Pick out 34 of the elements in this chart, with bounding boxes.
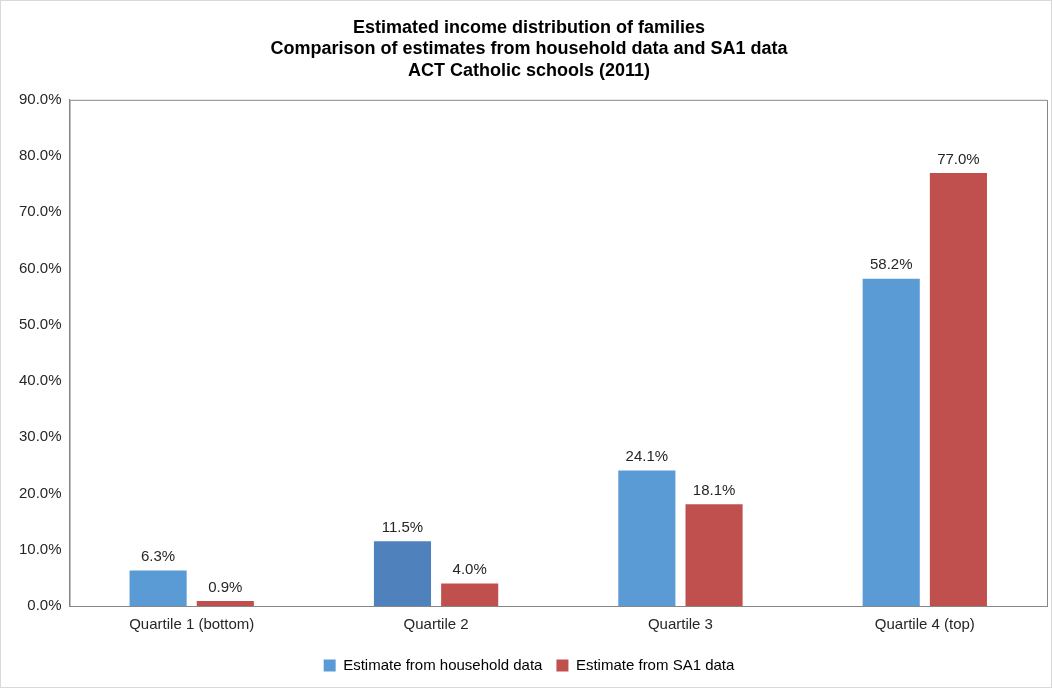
y-tick-label: 50.0% [18,314,62,332]
data-label: 24.1% [625,447,669,465]
legend-label: Estimate from household data [343,655,544,673]
bar [862,278,920,606]
y-tick-label: 20.0% [18,483,62,501]
data-label: 6.3% [141,547,176,565]
data-label: 58.2% [869,255,913,273]
bar [129,570,187,606]
y-tick-label: 30.0% [18,427,62,445]
bar [196,600,254,606]
y-tick-label: 90.0% [18,89,62,107]
data-label: 18.1% [692,480,736,498]
chart-title: Estimated income distribution of families [352,16,706,37]
x-tick-label: Quartile 1 (bottom) [129,615,255,633]
chart-subtitle: Comparison of estimates from household data and SA1 data ACT Catholic schools (2011) [270,38,789,80]
x-tick-label: Quartile 3 [647,615,713,633]
legend-label: Estimate from SA1 data [575,655,735,673]
bar [929,172,987,606]
bar [618,470,676,606]
y-tick-label: 40.0% [18,371,62,389]
data-label: 4.0% [452,560,487,578]
data-label: 77.0% [937,149,980,167]
y-tick-label: 70.0% [18,202,62,220]
y-tick-label: 0.0% [27,596,62,614]
y-tick-label: 10.0% [18,539,62,557]
x-tick-label: Quartile 4 (top) [874,615,975,633]
data-label: 0.9% [208,577,243,595]
y-tick-label: 80.0% [18,146,62,164]
bar [373,541,432,606]
x-tick-label: Quartile 2 [403,615,469,633]
data-label: 11.5% [381,517,424,535]
y-tick-label: 60.0% [18,258,62,276]
bar [685,504,743,606]
bar [441,583,499,606]
